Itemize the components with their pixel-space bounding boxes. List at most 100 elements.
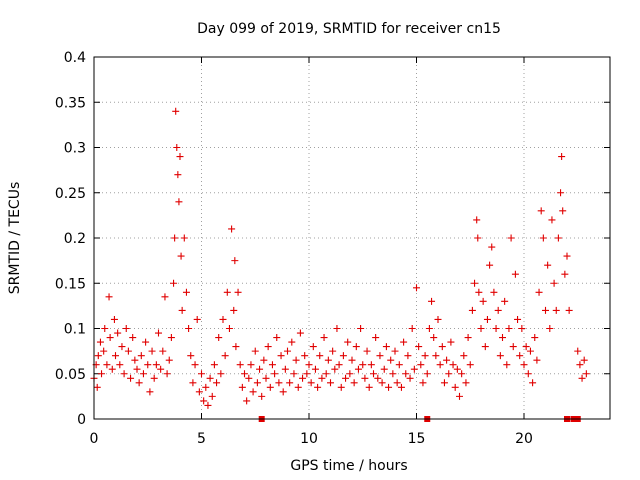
data-point <box>410 365 418 373</box>
data-point <box>163 370 171 378</box>
data-point <box>522 343 530 351</box>
data-point <box>574 347 582 355</box>
data-point <box>157 365 165 373</box>
data-point <box>129 334 137 342</box>
data-point <box>380 365 388 373</box>
data-point <box>223 288 231 296</box>
x-tick-label: 10 <box>300 431 318 447</box>
data-point <box>238 383 246 391</box>
data-point <box>114 329 122 337</box>
data-point <box>544 261 552 269</box>
data-point <box>210 361 218 369</box>
data-point <box>170 279 178 287</box>
data-point <box>419 379 427 387</box>
data-point <box>182 288 190 296</box>
data-point <box>580 356 588 364</box>
data-point <box>231 257 239 265</box>
data-point <box>434 315 442 323</box>
data-point <box>471 279 479 287</box>
data-point <box>120 370 128 378</box>
data-point <box>176 153 184 161</box>
data-points <box>90 107 590 422</box>
data-point <box>266 383 274 391</box>
data-point <box>363 347 371 355</box>
data-point <box>365 383 373 391</box>
data-point <box>352 343 360 351</box>
data-point <box>483 315 491 323</box>
data-point <box>335 361 343 369</box>
data-point <box>456 392 463 400</box>
data-point <box>473 216 481 224</box>
data-point <box>475 288 483 296</box>
data-point <box>460 352 468 360</box>
data-point <box>494 306 502 314</box>
data-point <box>520 361 528 369</box>
data-point <box>548 216 556 224</box>
data-point <box>225 325 233 332</box>
data-point <box>299 374 307 382</box>
data-point <box>552 306 560 314</box>
data-point <box>477 325 485 332</box>
data-point <box>406 374 414 382</box>
data-point <box>339 352 347 360</box>
data-point <box>101 325 109 332</box>
data-point <box>94 352 102 360</box>
data-point <box>142 338 150 346</box>
data-point <box>529 379 537 387</box>
y-tick-label: 0.2 <box>64 231 86 247</box>
data-point <box>385 383 393 391</box>
data-point <box>576 361 584 369</box>
data-point <box>561 270 569 278</box>
axis-ticks: 0 0.05 0.1 0.15 0.2 0.25 0.3 0.35 0.4 0 5 10 15 20 <box>55 50 610 447</box>
data-point <box>316 352 324 360</box>
data-point <box>496 352 504 360</box>
data-point <box>535 288 543 296</box>
data-point <box>204 401 212 409</box>
plot-frame <box>93 56 611 420</box>
data-point <box>327 379 334 387</box>
data-point <box>370 370 377 378</box>
data-point <box>395 361 403 369</box>
data-point <box>193 315 201 323</box>
data-point <box>122 325 130 332</box>
data-point <box>333 325 341 332</box>
data-point <box>275 379 283 387</box>
data-point <box>215 334 223 342</box>
data-point <box>187 352 195 360</box>
data-point <box>236 361 244 369</box>
chart-title: Day 099 of 2019, SRMTID for receiver cn1… <box>197 21 501 37</box>
data-point <box>337 383 345 391</box>
data-point <box>105 293 113 301</box>
data-point <box>425 325 433 332</box>
data-point <box>228 225 236 233</box>
data-point <box>524 370 532 378</box>
data-point <box>344 338 352 346</box>
data-point <box>466 361 474 369</box>
y-tick-label: 0.1 <box>64 322 86 338</box>
data-point <box>281 365 289 373</box>
data-point <box>258 392 266 400</box>
data-point <box>185 325 193 332</box>
data-point <box>430 334 438 342</box>
data-point <box>177 252 185 260</box>
data-point <box>135 379 143 387</box>
data-point <box>93 383 101 391</box>
y-tick-label: 0.4 <box>64 50 86 66</box>
data-point <box>428 297 436 305</box>
data-point <box>290 370 298 378</box>
data-point <box>324 356 332 364</box>
data-point <box>518 325 526 332</box>
data-point <box>342 374 350 382</box>
data-point <box>146 388 154 396</box>
data-point <box>200 397 208 405</box>
data-point <box>404 352 412 360</box>
data-point <box>303 370 311 378</box>
data-point <box>417 361 425 369</box>
data-point <box>195 388 203 396</box>
data-point <box>438 343 446 351</box>
data-point <box>251 347 259 355</box>
data-point <box>346 370 354 378</box>
data-point <box>110 315 118 323</box>
data-point <box>550 279 558 287</box>
data-point <box>488 243 496 251</box>
